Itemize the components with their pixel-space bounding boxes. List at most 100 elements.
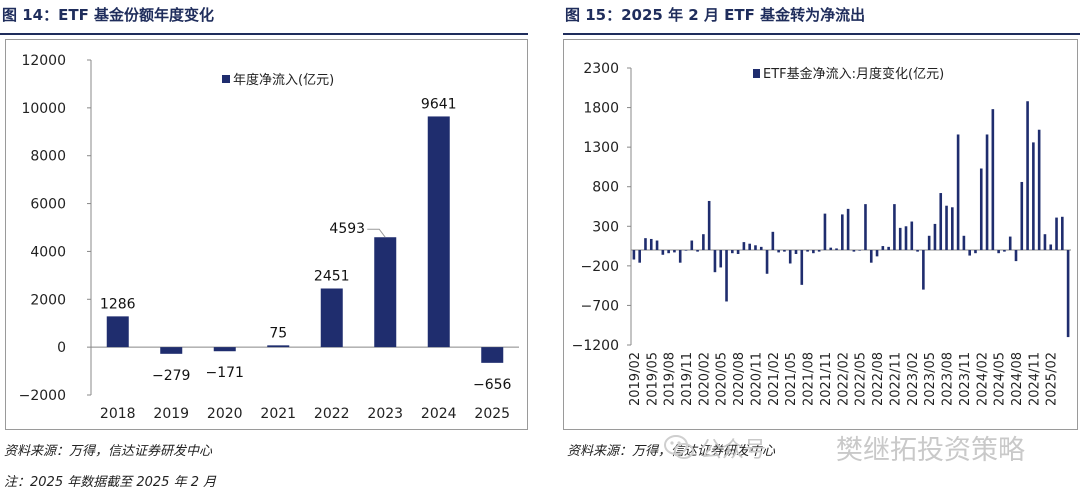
right-x-tick-label: 2021/05: [784, 352, 799, 406]
right-bar: [823, 213, 827, 251]
left-x-tick-label: 2020: [207, 406, 243, 422]
right-bar: [991, 109, 995, 251]
left-x-tick-label: 2018: [100, 406, 136, 422]
right-bar: [684, 250, 688, 251]
right-x-tick-label: 2019/05: [645, 352, 660, 406]
left-x-tick-label: 2024: [421, 406, 457, 422]
left-note: 注：2025 年数据截至 2025 年 2 月: [4, 475, 217, 490]
right-y-tick-label: −200: [581, 259, 619, 275]
right-bar: [1066, 250, 1070, 338]
right-bar: [910, 221, 914, 251]
right-x-tick-label: 2024/02: [975, 352, 990, 406]
left-leader-line: [367, 228, 386, 238]
right-x-tick-label: 2022/02: [836, 352, 851, 406]
right-bar: [736, 250, 740, 254]
right-x-tick-label: 2025/02: [1045, 352, 1060, 406]
right-bar: [898, 227, 902, 251]
left-x-tick-label: 2019: [153, 406, 189, 422]
right-x-tick-label: 2020/02: [697, 352, 712, 406]
left-data-label: 1286: [100, 296, 136, 312]
right-bar: [875, 250, 879, 257]
right-bar: [667, 250, 670, 254]
right-bar: [1014, 250, 1018, 262]
right-bar: [1032, 142, 1035, 251]
right-bar: [1061, 216, 1064, 251]
right-bar: [846, 208, 850, 251]
left-chart: −2000 0 2000 4000 6000 8000 10000 12000 2018 1286…: [19, 53, 519, 422]
right-bar: [777, 250, 780, 253]
right-bar: [742, 242, 746, 251]
right-bar: [649, 238, 653, 251]
right-y-tick-label: −700: [581, 298, 619, 314]
left-data-label: −171: [206, 365, 244, 381]
right-legend-swatch: [753, 69, 760, 78]
right-x-tick-label: 2019/02: [628, 352, 643, 406]
right-bar: [997, 250, 1000, 254]
right-bar: [933, 223, 937, 251]
right-bar: [765, 250, 769, 274]
left-data-label: 75: [269, 325, 287, 341]
right-bar: [806, 250, 809, 252]
right-bar: [881, 246, 885, 251]
right-bar: [678, 250, 682, 263]
left-data-label: 2451: [314, 268, 350, 284]
left-y-tick-label: −2000: [19, 388, 66, 404]
right-bar: [713, 250, 717, 273]
left-y-tick-label: 12000: [21, 53, 66, 69]
left-bar: [374, 237, 397, 348]
right-bar: [759, 246, 763, 251]
right-x-tick-label: 2022/11: [888, 352, 903, 406]
right-bar: [1037, 129, 1041, 251]
right-x-tick-label: 2024/08: [1010, 352, 1025, 406]
right-x-tick-label: 2024/05: [993, 352, 1008, 406]
right-x-tick-label: 2024/11: [1027, 352, 1042, 406]
right-bar: [783, 250, 786, 252]
right-y-tick-label: 1800: [583, 101, 619, 117]
right-bar: [945, 205, 948, 251]
right-legend-label: ETF基金净流入:月度变化(亿元): [763, 66, 944, 82]
right-bar: [829, 247, 833, 251]
left-title-rule: [0, 33, 528, 35]
right-bar: [644, 238, 647, 251]
right-bar: [788, 250, 792, 264]
right-x-tick-label: 2020/05: [715, 352, 730, 406]
right-bar: [812, 250, 815, 254]
right-bar: [951, 207, 954, 251]
left-data-label: 4593: [329, 221, 365, 237]
right-bar: [690, 240, 694, 251]
right-bar: [696, 250, 699, 252]
left-y-tick-label: 4000: [30, 244, 66, 260]
right-title-rule: [563, 33, 1080, 35]
right-bar: [962, 235, 966, 251]
right-bar: [725, 250, 728, 302]
right-y-tick-label: 1300: [583, 140, 619, 156]
right-bar: [771, 231, 775, 251]
right-bar: [835, 248, 838, 251]
right-x-tick-label: 2019/08: [663, 352, 678, 406]
right-chart-panel: −1200 −700 −200 300 800 1300 1800 2300 2019/02 20…: [563, 39, 1078, 430]
left-data-label: −656: [473, 377, 512, 393]
right-x-tick-label: 2022/05: [854, 352, 869, 406]
right-bar: [1049, 244, 1053, 251]
right-bar: [661, 250, 665, 255]
left-bar: [160, 347, 183, 354]
right-bar: [939, 193, 943, 251]
right-bar: [719, 250, 723, 268]
right-bar: [1020, 181, 1024, 251]
right-y-tick-label: 300: [592, 219, 619, 235]
right-bar: [655, 240, 659, 251]
right-bar: [916, 250, 919, 252]
right-y-tick-label: 800: [592, 180, 619, 196]
right-x-tick-label: 2020/11: [749, 352, 764, 406]
right-bar: [794, 250, 798, 254]
left-bar: [267, 345, 290, 348]
left-x-tick-label: 2021: [260, 406, 296, 422]
right-bar: [841, 214, 844, 251]
right-bar: [731, 250, 734, 254]
right-x-tick-label: 2023/11: [958, 352, 973, 406]
left-bar: [427, 116, 450, 348]
left-x-tick-label: 2025: [474, 406, 510, 422]
right-x-tick-label: 2023/08: [941, 352, 956, 406]
right-bar: [979, 168, 983, 251]
